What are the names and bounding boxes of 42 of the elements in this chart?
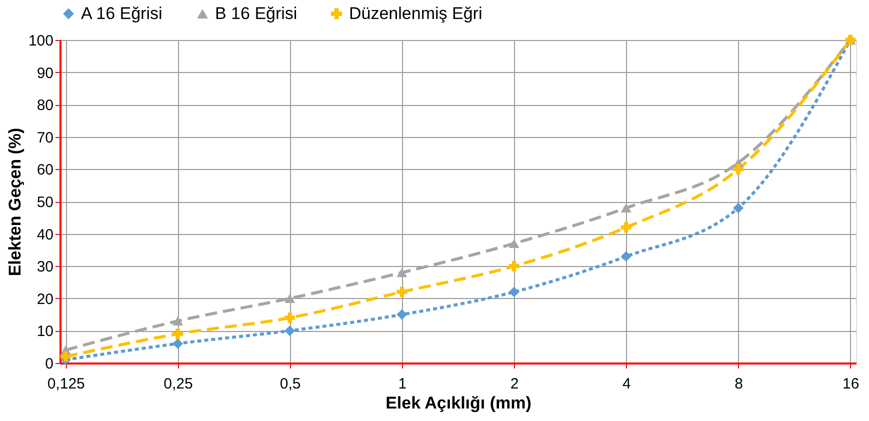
point [284,294,296,303]
legend-label: B 16 Eğrisi [215,4,298,23]
y-axis-title: Elekten Geçen (%) [5,128,24,276]
y-tick-label: 40 [36,226,54,244]
x-tick-label: 16 [842,376,860,392]
y-tick-label: 50 [36,194,54,211]
point [284,312,296,324]
legend-label: A 16 Eğrisi [81,4,162,23]
point [396,309,408,320]
y-tick-label: 60 [36,162,54,179]
point [60,351,71,362]
point [620,222,632,233]
x-tick-label: 0,5 [280,376,301,392]
point [396,268,408,278]
x-tick-label: 0,25 [164,376,193,392]
x-tick-label: 8 [734,376,743,392]
point [172,338,183,349]
point [508,238,520,248]
point [508,260,520,272]
point [508,286,520,298]
x-tick-label: 1 [398,376,407,392]
point [620,203,632,212]
y-tick-label: 10 [36,323,54,340]
legend-label: Düzenlenmiş Eğri [349,4,482,23]
y-tick-label: 70 [36,129,54,146]
point [620,251,632,262]
point [172,316,183,326]
x-tick-label: 2 [510,376,519,392]
x-tick-label: 0,125 [47,376,85,392]
point [733,202,744,214]
y-tick-label: 30 [36,258,54,276]
x-tick-label: 4 [622,376,631,392]
point [396,286,408,298]
y-tick-label: 80 [36,97,54,114]
y-tick-label: 100 [28,32,54,50]
point [733,164,744,174]
point [284,325,296,336]
y-tick-label: 90 [36,64,54,82]
x-axis-title: Elek Açıklığı (mm) [386,394,532,412]
point [172,328,183,340]
y-tick-label: 20 [36,290,54,308]
y-tick-label: 0 [45,356,54,372]
